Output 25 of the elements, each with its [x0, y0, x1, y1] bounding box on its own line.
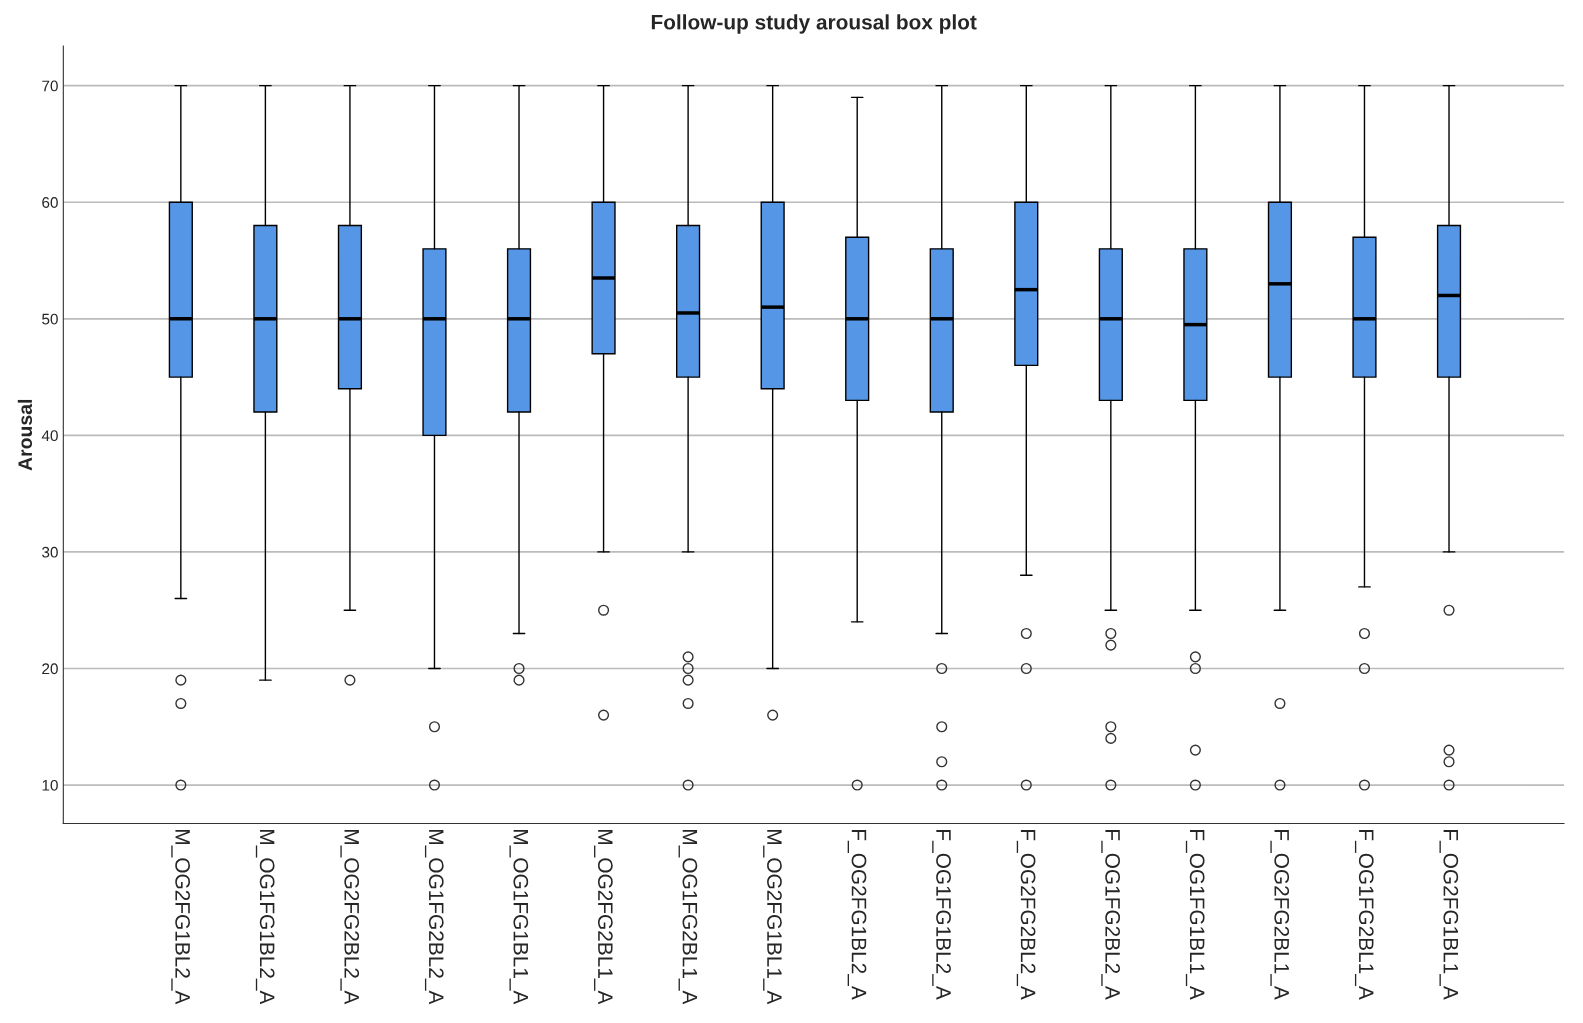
x-tick-label: F_OG1FG2BL2_A	[1101, 830, 1120, 1000]
x-tick-label: F_OG2FG2BL1_A	[1270, 830, 1290, 1000]
x-tick-label: F_OG1FG2BL1_A	[1354, 830, 1374, 1000]
x-tick-label: F_OG1FG1BL2_A	[932, 830, 951, 1000]
y-axis-title: Arousal	[17, 399, 33, 471]
x-tick-label: M_OG2FG2BL1_A	[594, 830, 613, 1005]
x-tick-label: M_OG2FG1BL2_A	[171, 830, 190, 1005]
x-tick-label: M_OG1FG2BL2_A	[424, 830, 444, 1005]
y-tick-label: 30	[42, 546, 58, 558]
y-tick-label: 50	[42, 313, 58, 325]
x-tick-label: M_OG2FG1BL1_A	[763, 830, 782, 1005]
x-tick-label: F_OG2FG1BL2_A	[847, 830, 867, 1000]
y-tick-label: 20	[42, 663, 58, 675]
y-tick-label: 10	[42, 779, 58, 791]
x-tick-label: M_OG1FG2BL1_A	[678, 830, 698, 1005]
x-tick-label: F_OG2FG1BL1_A	[1439, 830, 1459, 1000]
x-tick-label: F_OG2FG2BL2_A	[1016, 830, 1036, 1000]
x-tick-label: M_OG1FG1BL1_A	[509, 830, 529, 1005]
y-tick-label: 60	[42, 197, 58, 208]
y-tick-label: 40	[41, 430, 58, 442]
x-tick-label: M_OG2FG2BL2_A	[340, 830, 360, 1005]
y-tick-label: 70	[42, 80, 58, 92]
chart-title: Follow-up study arousal box plot	[651, 14, 977, 34]
x-tick-label: M_OG1FG1BL2_A	[255, 830, 275, 1005]
x-tick-label: F_OG1FG1BL1_A	[1185, 830, 1205, 1000]
